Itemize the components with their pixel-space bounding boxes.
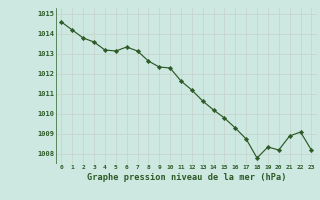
X-axis label: Graphe pression niveau de la mer (hPa): Graphe pression niveau de la mer (hPa) — [87, 173, 286, 182]
